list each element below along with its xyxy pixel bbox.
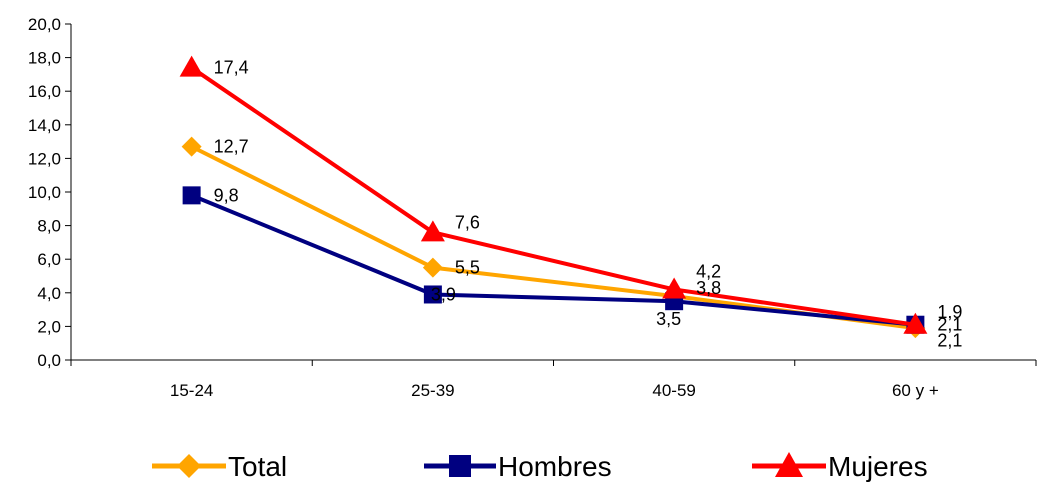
series-line-mujeres xyxy=(190,66,916,327)
series-line-total xyxy=(190,144,916,331)
y-tick-label: 16,0 xyxy=(28,82,61,101)
y-tick-label: 14,0 xyxy=(28,116,61,135)
data-point-mujeres xyxy=(662,277,687,299)
data-point-mujeres xyxy=(420,220,445,242)
y-tick-label: 4,0 xyxy=(37,284,61,303)
data-label-total: 1,9 xyxy=(937,302,962,322)
y-tick-label: 0,0 xyxy=(37,351,61,370)
data-label-hombres: 9,8 xyxy=(214,185,239,205)
data-point-hombres xyxy=(423,285,442,304)
axes: 0,0 2,0 4,0 6,0 8,0 10,0 12,0 14,0 16,0 18,0 20,0 1… xyxy=(28,15,1037,400)
data-label-hombres: 3,5 xyxy=(656,309,681,329)
legend-item-mujeres: Mujeres xyxy=(752,451,928,482)
series-line-hombres xyxy=(190,193,916,327)
data-point-mujeres xyxy=(179,55,204,77)
y-tick-label: 20,0 xyxy=(28,15,61,34)
legend: Total Hombres Mujeres xyxy=(152,451,928,482)
y-tick-label: 8,0 xyxy=(37,217,61,236)
legend-marker xyxy=(775,452,803,477)
data-label-total: 12,7 xyxy=(214,137,249,157)
y-tick-label: 6,0 xyxy=(37,250,61,269)
data-label-mujeres: 4,2 xyxy=(696,261,721,281)
y-tick-label: 12,0 xyxy=(28,149,61,168)
y-tick-label: 2,0 xyxy=(37,317,61,336)
data-labels: 12,7 5,5 3,8 1,9 9,8 3,9 3,5 2,1 17,4 7,6 4,2 2,1 xyxy=(214,58,963,351)
data-point-total xyxy=(181,136,202,157)
legend-label: Total xyxy=(228,451,287,482)
data-label-total: 5,5 xyxy=(455,258,480,278)
legend-item-hombres: Hombres xyxy=(424,451,612,482)
x-tick-label: 15-24 xyxy=(170,381,213,400)
x-tick-label: 40-59 xyxy=(652,381,695,400)
data-label-mujeres: 2,1 xyxy=(937,331,962,351)
legend-label: Hombres xyxy=(498,451,612,482)
legend-marker xyxy=(449,455,471,477)
series-mujeres xyxy=(179,55,928,334)
x-tick-label: 60 y + xyxy=(892,381,939,400)
series-layer xyxy=(179,55,928,339)
data-label-mujeres: 17,4 xyxy=(214,58,249,78)
x-tick-label: 25-39 xyxy=(411,381,454,400)
data-label-total: 3,8 xyxy=(696,278,721,298)
data-label-hombres: 3,9 xyxy=(431,284,456,304)
data-point-hombres xyxy=(182,186,201,205)
y-tick-label: 18,0 xyxy=(28,49,61,68)
data-point-total xyxy=(422,257,443,278)
legend-item-total: Total xyxy=(152,451,287,482)
data-label-hombres: 2,1 xyxy=(937,315,962,335)
data-point-mujeres xyxy=(903,312,928,334)
y-tick-label: 10,0 xyxy=(28,183,61,202)
legend-label: Mujeres xyxy=(828,451,928,482)
legend-marker xyxy=(177,454,201,478)
data-label-mujeres: 7,6 xyxy=(455,212,480,232)
